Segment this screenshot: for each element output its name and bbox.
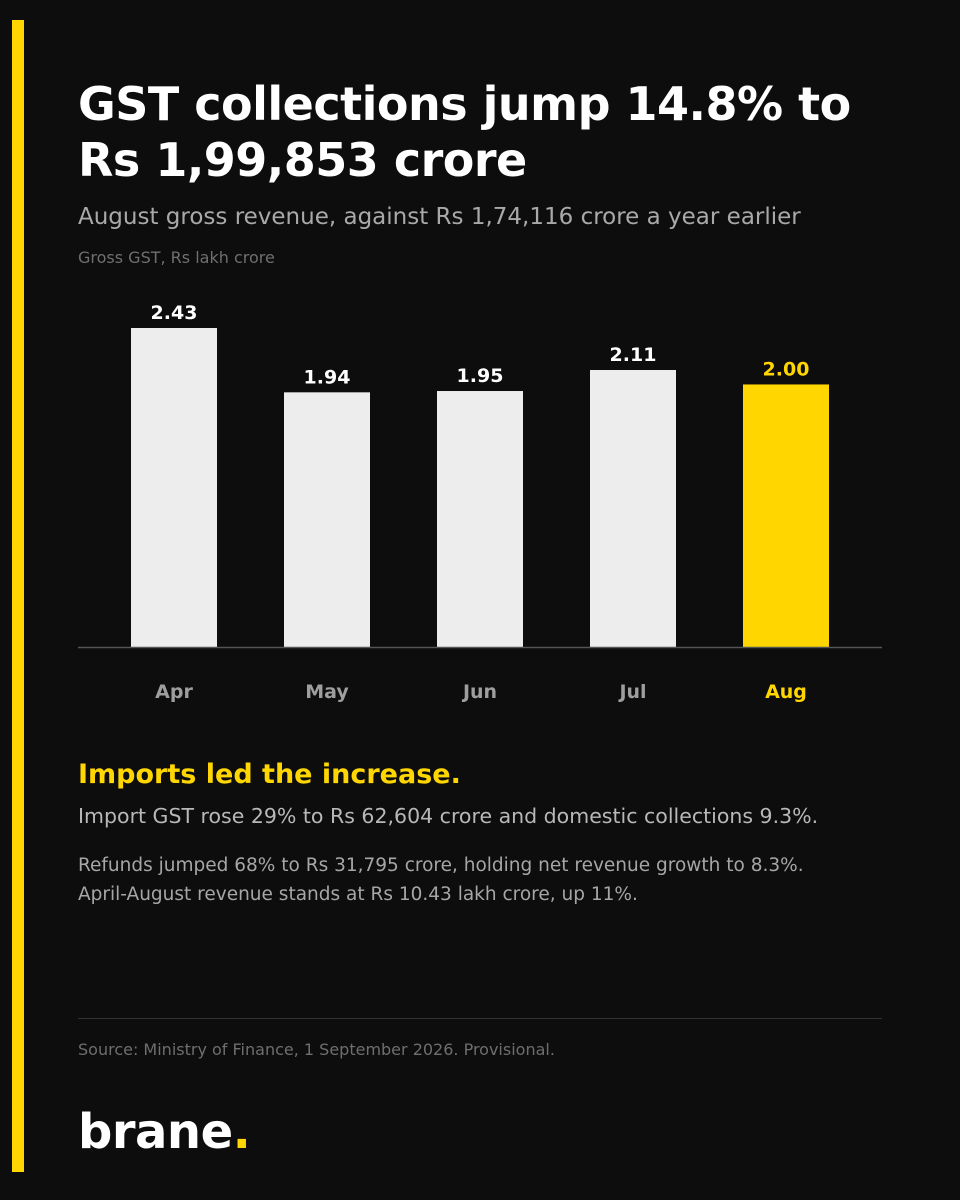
category-label-apr: Apr	[155, 681, 193, 703]
bar-jul	[590, 370, 676, 647]
footer-divider	[78, 1018, 882, 1019]
insight-lead: Import GST rose 29% to Rs 62,604 crore a…	[78, 804, 819, 828]
category-label-jul: Jul	[617, 681, 646, 703]
brand-logo: brane.	[78, 1102, 251, 1162]
y-axis-unit-label: Gross GST, Rs lakh crore	[78, 248, 275, 267]
source-note: Source: Ministry of Finance, 1 September…	[78, 1040, 555, 1059]
category-label-jun: Jun	[461, 681, 497, 703]
bars-layer	[131, 328, 829, 647]
labels-layer: 2.43 Apr 1.94 May 1.95 Jun 2.11 Jul 2.00 Aug	[151, 302, 810, 703]
bar-value-label-aug: 2.00	[763, 358, 810, 380]
brand-name: brane	[78, 1104, 233, 1160]
headline-line-2: Rs 1,99,853 crore	[78, 133, 527, 187]
bar-chart: 2.43 Apr 1.94 May 1.95 Jun 2.11 Jul 2.00 Aug	[78, 302, 882, 703]
insight-detail: Refunds jumped 68% to Rs 31,795 crore, h…	[78, 851, 898, 909]
bar-apr	[131, 328, 217, 647]
insight-detail-line-1: Refunds jumped 68% to Rs 31,795 crore, h…	[78, 855, 804, 876]
headline-line-1: GST collections jump 14.8% to	[78, 77, 851, 131]
category-label-may: May	[305, 681, 349, 703]
bar-aug	[743, 384, 829, 647]
bar-may	[284, 392, 370, 647]
bar-value-label-may: 1.94	[304, 366, 351, 388]
brand-dot: .	[232, 1104, 251, 1160]
bar-jun	[437, 391, 523, 647]
insight-detail-line-2: April-August revenue stands at Rs 10.43 …	[78, 884, 638, 905]
insight-title: Imports led the increase.	[78, 759, 461, 790]
subhead: August gross revenue, against Rs 1,74,11…	[78, 204, 801, 230]
bar-value-label-jun: 1.95	[457, 365, 504, 387]
bar-value-label-jul: 2.11	[610, 344, 657, 366]
bar-value-label-apr: 2.43	[151, 302, 198, 324]
accent-bar	[12, 20, 24, 1172]
category-label-aug: Aug	[765, 681, 807, 703]
headline: GST collections jump 14.8% to Rs 1,99,85…	[78, 76, 898, 188]
